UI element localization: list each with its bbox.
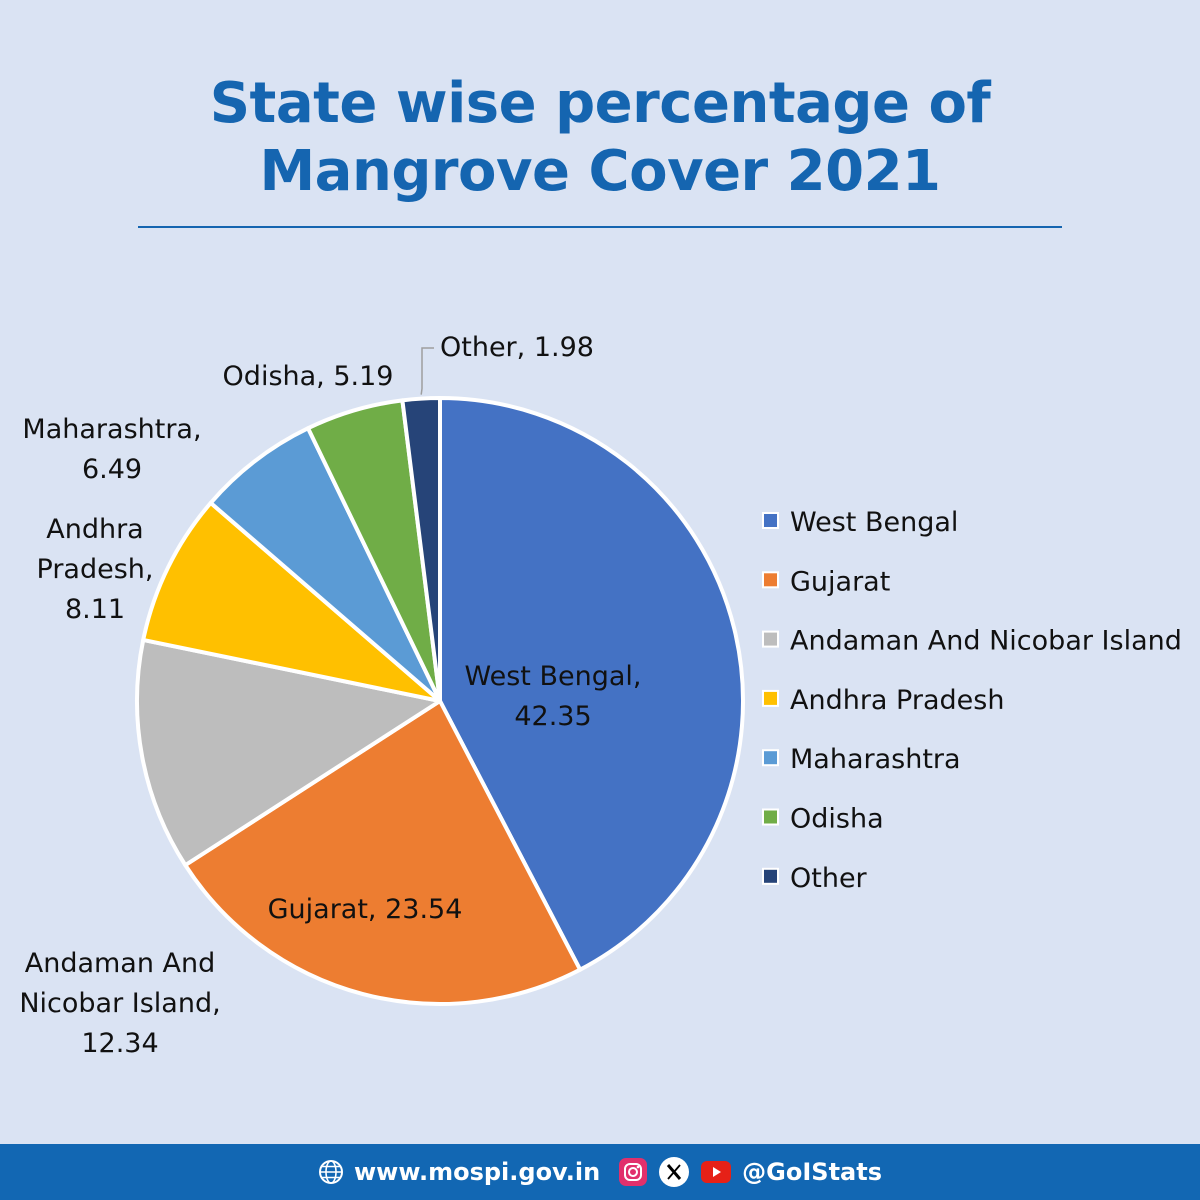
legend-item-maharashtra: Maharashtra <box>762 744 961 775</box>
pie-chart: West Bengal, 42.35 Gujarat, 23.54 Andaman A… <box>19 332 1182 1059</box>
leader-line-other <box>420 347 434 395</box>
data-label-odisha: Odisha, 5.19 <box>223 361 394 392</box>
data-label-maharashtra: Maharashtra, 6.49 <box>22 414 201 485</box>
social-handle[interactable]: @GoIStats <box>742 1158 882 1186</box>
pie-slice-gujarat <box>183 699 583 1007</box>
legend-label-gujarat: Gujarat <box>790 566 890 597</box>
data-label-other: Other, 1.98 <box>440 332 594 363</box>
title-line-1: State wise percentage of <box>209 71 991 136</box>
footer-bar: www.mospi.gov.in @GoIStats <box>0 1144 1200 1200</box>
legend-label-west-bengal: West Bengal <box>790 507 958 538</box>
legend-item-andaman-and-nicobar-island: Andaman And Nicobar Island <box>762 626 1182 657</box>
legend-swatch-gujarat <box>762 571 779 589</box>
legend-label-maharashtra: Maharashtra <box>790 744 961 775</box>
legend-swatch-maharashtra <box>762 749 779 767</box>
data-labels: West Bengal, 42.35 Gujarat, 23.54 Andaman A… <box>19 332 641 1059</box>
legend-label-other: Other <box>790 863 868 894</box>
pie-slice-other <box>400 396 442 703</box>
pie-slice-andhra-pradesh <box>141 500 442 703</box>
legend-swatch-west-bengal <box>762 512 779 529</box>
legend-label-andaman-and-nicobar-island: Andaman And Nicobar Island <box>790 626 1182 657</box>
legend-item-other: Other <box>762 863 868 894</box>
legend-item-odisha: Odisha <box>762 804 884 835</box>
globe-icon <box>318 1159 344 1185</box>
legend: West Bengal Gujarat Andaman And Nicobar Is… <box>762 507 1182 894</box>
data-label-gujarat: Gujarat, 23.54 <box>268 894 463 925</box>
legend-swatch-andhra-pradesh <box>762 689 779 707</box>
legend-item-west-bengal: West Bengal <box>762 507 958 538</box>
title-divider <box>138 226 1062 228</box>
instagram-icon[interactable] <box>618 1157 648 1187</box>
legend-label-andhra-pradesh: Andhra Pradesh <box>790 685 1004 716</box>
youtube-icon[interactable] <box>700 1159 732 1185</box>
data-label-andhra-pradesh: Andhra Pradesh, 8.11 <box>37 514 154 625</box>
pie-slice-west-bengal <box>438 396 746 972</box>
data-label-west-bengal: West Bengal, 42.35 <box>465 661 642 732</box>
legend-swatch-andaman-and-nicobar-island <box>762 630 779 648</box>
website-link[interactable]: www.mospi.gov.in <box>353 1158 601 1186</box>
pie-slice-andaman-and-nicobar-island <box>135 637 442 868</box>
data-label-andaman-and-nicobar-island: Andaman And Nicobar Island, 12.34 <box>19 948 220 1059</box>
pie-slice-maharashtra <box>208 426 442 703</box>
pie-slices <box>135 396 746 1007</box>
legend-swatch-odisha <box>762 808 779 826</box>
title-line-2: Mangrove Cover 2021 <box>259 139 941 204</box>
page-title: State wise percentage of Mangrove Cover … <box>0 70 1200 206</box>
legend-swatch-other <box>762 867 779 885</box>
legend-item-andhra-pradesh: Andhra Pradesh <box>762 685 1004 716</box>
legend-label-odisha: Odisha <box>790 804 884 835</box>
legend-item-gujarat: Gujarat <box>762 566 890 597</box>
leader-lines <box>420 347 434 395</box>
x-icon[interactable] <box>658 1156 690 1188</box>
